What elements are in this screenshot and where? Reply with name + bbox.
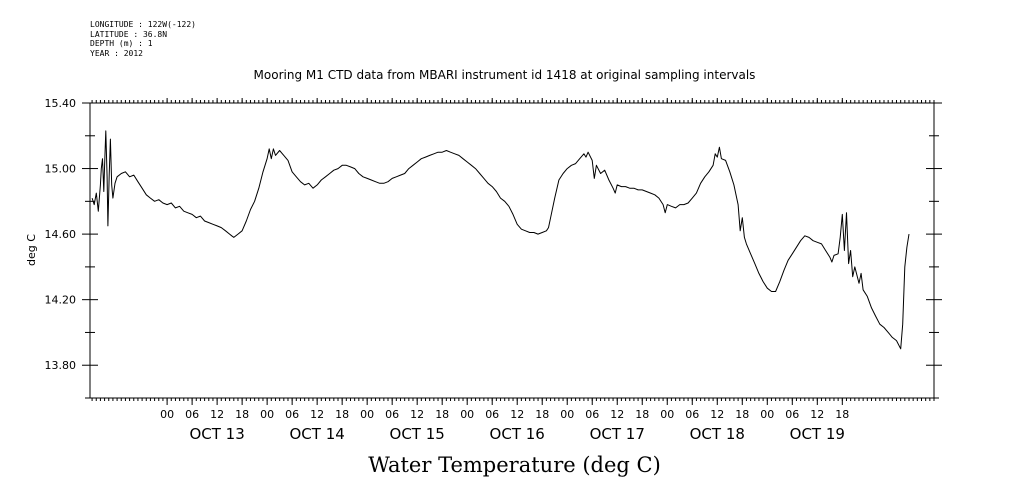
x-hour-label: 06 bbox=[685, 408, 699, 421]
x-date-label: OCT 19 bbox=[790, 425, 845, 443]
x-date-label: OCT 16 bbox=[490, 425, 545, 443]
longitude-label: LONGITUDE : 122W(-122) bbox=[90, 20, 196, 29]
x-hour-label: 12 bbox=[810, 408, 824, 421]
x-hour-label: 00 bbox=[360, 408, 374, 421]
axis-ticks bbox=[82, 98, 942, 405]
x-hour-label: 18 bbox=[735, 408, 749, 421]
x-hour-label: 12 bbox=[210, 408, 224, 421]
tick-labels: 13.80 14.20 14.60 15.00 15.40 00 06 12 18 00 06 12 1… bbox=[45, 97, 850, 443]
x-hour-label: 00 bbox=[160, 408, 174, 421]
x-hour-label: 06 bbox=[785, 408, 799, 421]
x-hour-label: 06 bbox=[585, 408, 599, 421]
x-hour-label: 18 bbox=[335, 408, 349, 421]
y-tick-label: 14.60 bbox=[45, 228, 77, 241]
y-tick-label: 15.00 bbox=[45, 163, 77, 176]
latitude-label: LATITUDE : 36.8N bbox=[90, 29, 168, 39]
y-tick-label: 14.20 bbox=[45, 294, 77, 307]
x-hour-label: 06 bbox=[385, 408, 399, 421]
plot-border bbox=[89, 102, 935, 399]
x-hour-label: 18 bbox=[435, 408, 449, 421]
x-hour-label: 12 bbox=[410, 408, 424, 421]
station-metadata: LONGITUDE : 122W(-122) LATITUDE : 36.8N … bbox=[90, 20, 196, 58]
x-hour-label: 18 bbox=[235, 408, 249, 421]
x-hour-label: 00 bbox=[560, 408, 574, 421]
x-date-label: OCT 17 bbox=[590, 425, 645, 443]
x-hour-label: 00 bbox=[460, 408, 474, 421]
x-date-label: OCT 15 bbox=[390, 425, 445, 443]
x-hour-label: 12 bbox=[510, 408, 524, 421]
x-hour-label: 06 bbox=[485, 408, 499, 421]
x-date-label: OCT 18 bbox=[690, 425, 745, 443]
x-date-label: OCT 14 bbox=[289, 425, 344, 443]
x-hour-label: 06 bbox=[285, 408, 299, 421]
x-hour-label: 12 bbox=[710, 408, 724, 421]
x-hour-label: 12 bbox=[310, 408, 324, 421]
x-hour-label: 18 bbox=[635, 408, 649, 421]
x-hour-label: 18 bbox=[835, 408, 849, 421]
depth-label: DEPTH (m) : 1 bbox=[90, 39, 153, 48]
plot-frame bbox=[89, 102, 935, 399]
x-axis-label: Water Temperature (deg C) bbox=[368, 453, 661, 477]
x-hour-label: 00 bbox=[260, 408, 274, 421]
temperature-chart: 13.80 14.20 14.60 15.00 15.40 00 06 12 18 00 06 12 1… bbox=[25, 97, 942, 443]
x-date-label: OCT 13 bbox=[189, 425, 244, 443]
year-label: YEAR : 2012 bbox=[90, 48, 143, 58]
x-hour-label: 18 bbox=[535, 408, 549, 421]
x-hour-label: 06 bbox=[185, 408, 199, 421]
chart-title: Mooring M1 CTD data from MBARI instrumen… bbox=[253, 68, 756, 82]
y-tick-label: 13.80 bbox=[45, 359, 77, 372]
x-hour-label: 00 bbox=[760, 408, 774, 421]
y-tick-label: 15.40 bbox=[45, 97, 77, 110]
x-hour-label: 00 bbox=[660, 408, 674, 421]
x-hour-label: 12 bbox=[610, 408, 624, 421]
temperature-series-line bbox=[91, 130, 910, 350]
y-axis-label: deg C bbox=[25, 234, 38, 266]
data-lines bbox=[91, 130, 910, 350]
